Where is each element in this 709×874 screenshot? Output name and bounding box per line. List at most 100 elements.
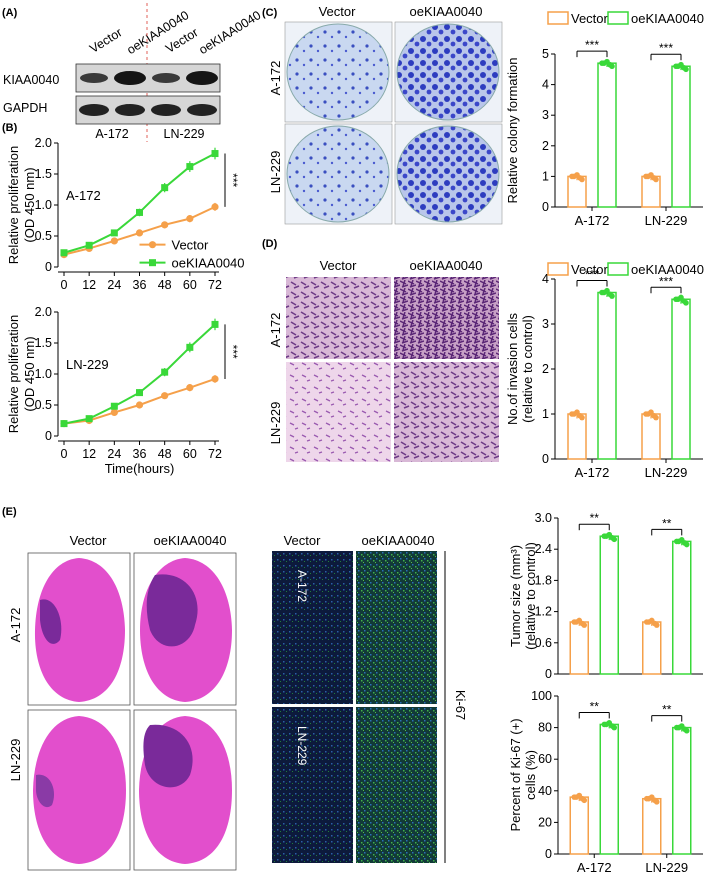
bar-oeKIAA0040 [672, 540, 692, 675]
y-axis-label: No.of invasion cells [505, 313, 520, 425]
sig-label: *** [585, 38, 599, 52]
data-point [211, 320, 219, 328]
if-row-label-ln229: LN-229 [295, 726, 309, 766]
y-axis-label: Relative colony formation [505, 58, 520, 204]
y-tick-label: 0 [542, 200, 549, 214]
bar-oeKIAA0040 [671, 298, 691, 460]
row-header-ln229: LN-229 [268, 151, 283, 194]
data-point [645, 173, 651, 180]
colony-plate-image [286, 23, 390, 121]
data-point [110, 402, 118, 410]
y-tick-label: 0 [542, 452, 549, 466]
blot-band [152, 73, 180, 83]
x-tick-label: 48 [158, 278, 172, 292]
data-point [211, 150, 219, 158]
bar-oeKIAA0040 [599, 535, 619, 675]
tumor-region [40, 599, 62, 644]
if-row-label-a172: A-172 [295, 570, 309, 602]
x-tick-label: 0 [61, 447, 68, 461]
data-point [681, 64, 687, 71]
data-point [675, 63, 681, 70]
data-point [211, 203, 219, 211]
data-point [651, 797, 658, 804]
row-header-a172: A-172 [8, 608, 23, 643]
y-tick-label: 0 [45, 260, 52, 274]
series-line-oeKIAA0040 [63, 323, 216, 425]
y-tick-label: 1.2 [535, 605, 552, 619]
data-point [135, 229, 144, 237]
bar-Vector [642, 621, 662, 675]
data-point [645, 619, 652, 625]
y-tick-label: 4 [542, 272, 549, 286]
data-point [136, 208, 143, 216]
y-tick-label: 2.4 [535, 542, 552, 556]
data-point [60, 249, 68, 257]
y-tick-label: 3 [542, 317, 549, 331]
y-tick-label: 80 [538, 721, 552, 735]
data-point [573, 794, 580, 800]
blot-lane-oe-2: oeKIAA0040 [196, 8, 263, 57]
blot-label-loading: GAPDH [3, 101, 47, 115]
data-point [609, 534, 616, 541]
data-point [601, 289, 607, 296]
legend-swatch [547, 11, 569, 25]
y-tick-label: 0 [545, 667, 552, 681]
y-tick-label: 3.0 [535, 511, 552, 525]
tumor-region [143, 724, 193, 788]
colony-plate-image [396, 125, 500, 223]
data-point [161, 184, 169, 192]
row-header-a172: A-172 [268, 313, 283, 348]
sig-label: *** [659, 41, 673, 55]
legend-label: Vector [172, 238, 210, 253]
legend-swatch [547, 262, 569, 276]
y-axis-label: cells (%) [523, 750, 538, 800]
y-tick-label: 0 [545, 847, 552, 861]
bar-Vector [569, 796, 589, 855]
data-point [161, 368, 169, 376]
data-point [161, 392, 169, 400]
blot-band [151, 104, 181, 116]
blot-band [79, 104, 109, 116]
panel-label-a: (A) [2, 7, 18, 19]
x-tick-label: 60 [183, 447, 197, 461]
x-tick-label: 12 [82, 278, 96, 292]
bar-Vector [641, 413, 661, 460]
data-point [675, 538, 682, 545]
chart-invasion: 0 1 2 3 4 No.of invasion cells (relative to co… [505, 262, 704, 480]
y-tick-label: 1 [542, 407, 549, 421]
bar-oeKIAA0040 [597, 62, 617, 208]
x-tick-label: 72 [208, 278, 222, 292]
sig-label: ** [662, 516, 672, 530]
blot-band [115, 104, 145, 116]
y-axis-label: Relative proliferation [6, 146, 21, 265]
y-tick-label: 60 [538, 752, 552, 766]
data-point [186, 215, 194, 223]
data-point [603, 533, 610, 539]
he-section-image [34, 558, 125, 702]
y-tick-label: 3 [542, 108, 549, 122]
data-point [681, 540, 688, 546]
col-header-oe: oeKIAA0040 [409, 4, 482, 19]
y-tick-label: 2.0 [35, 305, 52, 319]
sig-label: *** [585, 268, 599, 282]
bar-oeKIAA0040 [599, 723, 619, 855]
data-point [651, 413, 657, 419]
ki67-image [356, 707, 437, 863]
legend-swatch [607, 262, 629, 276]
blot-label-target: KIAA0040 [3, 73, 59, 87]
y-tick-label: 2 [542, 139, 549, 153]
legend-swatch [607, 11, 629, 25]
legend-marker [148, 241, 157, 249]
he-section-image [33, 716, 126, 864]
x-tick-label: 12 [82, 447, 96, 461]
col-header-vector: Vector [320, 258, 358, 273]
x-tick-label: LN-229 [645, 860, 688, 874]
legend-label: oeKIAA0040 [631, 262, 704, 277]
data-point [136, 389, 143, 397]
y-tick-label: 0.6 [535, 636, 552, 650]
blot-band [114, 71, 146, 85]
row-header-ln229: LN-229 [268, 402, 283, 445]
cell-line-label: LN-229 [66, 357, 109, 372]
panel-label-c: (C) [262, 7, 278, 19]
panel-label-b: (B) [2, 122, 18, 134]
